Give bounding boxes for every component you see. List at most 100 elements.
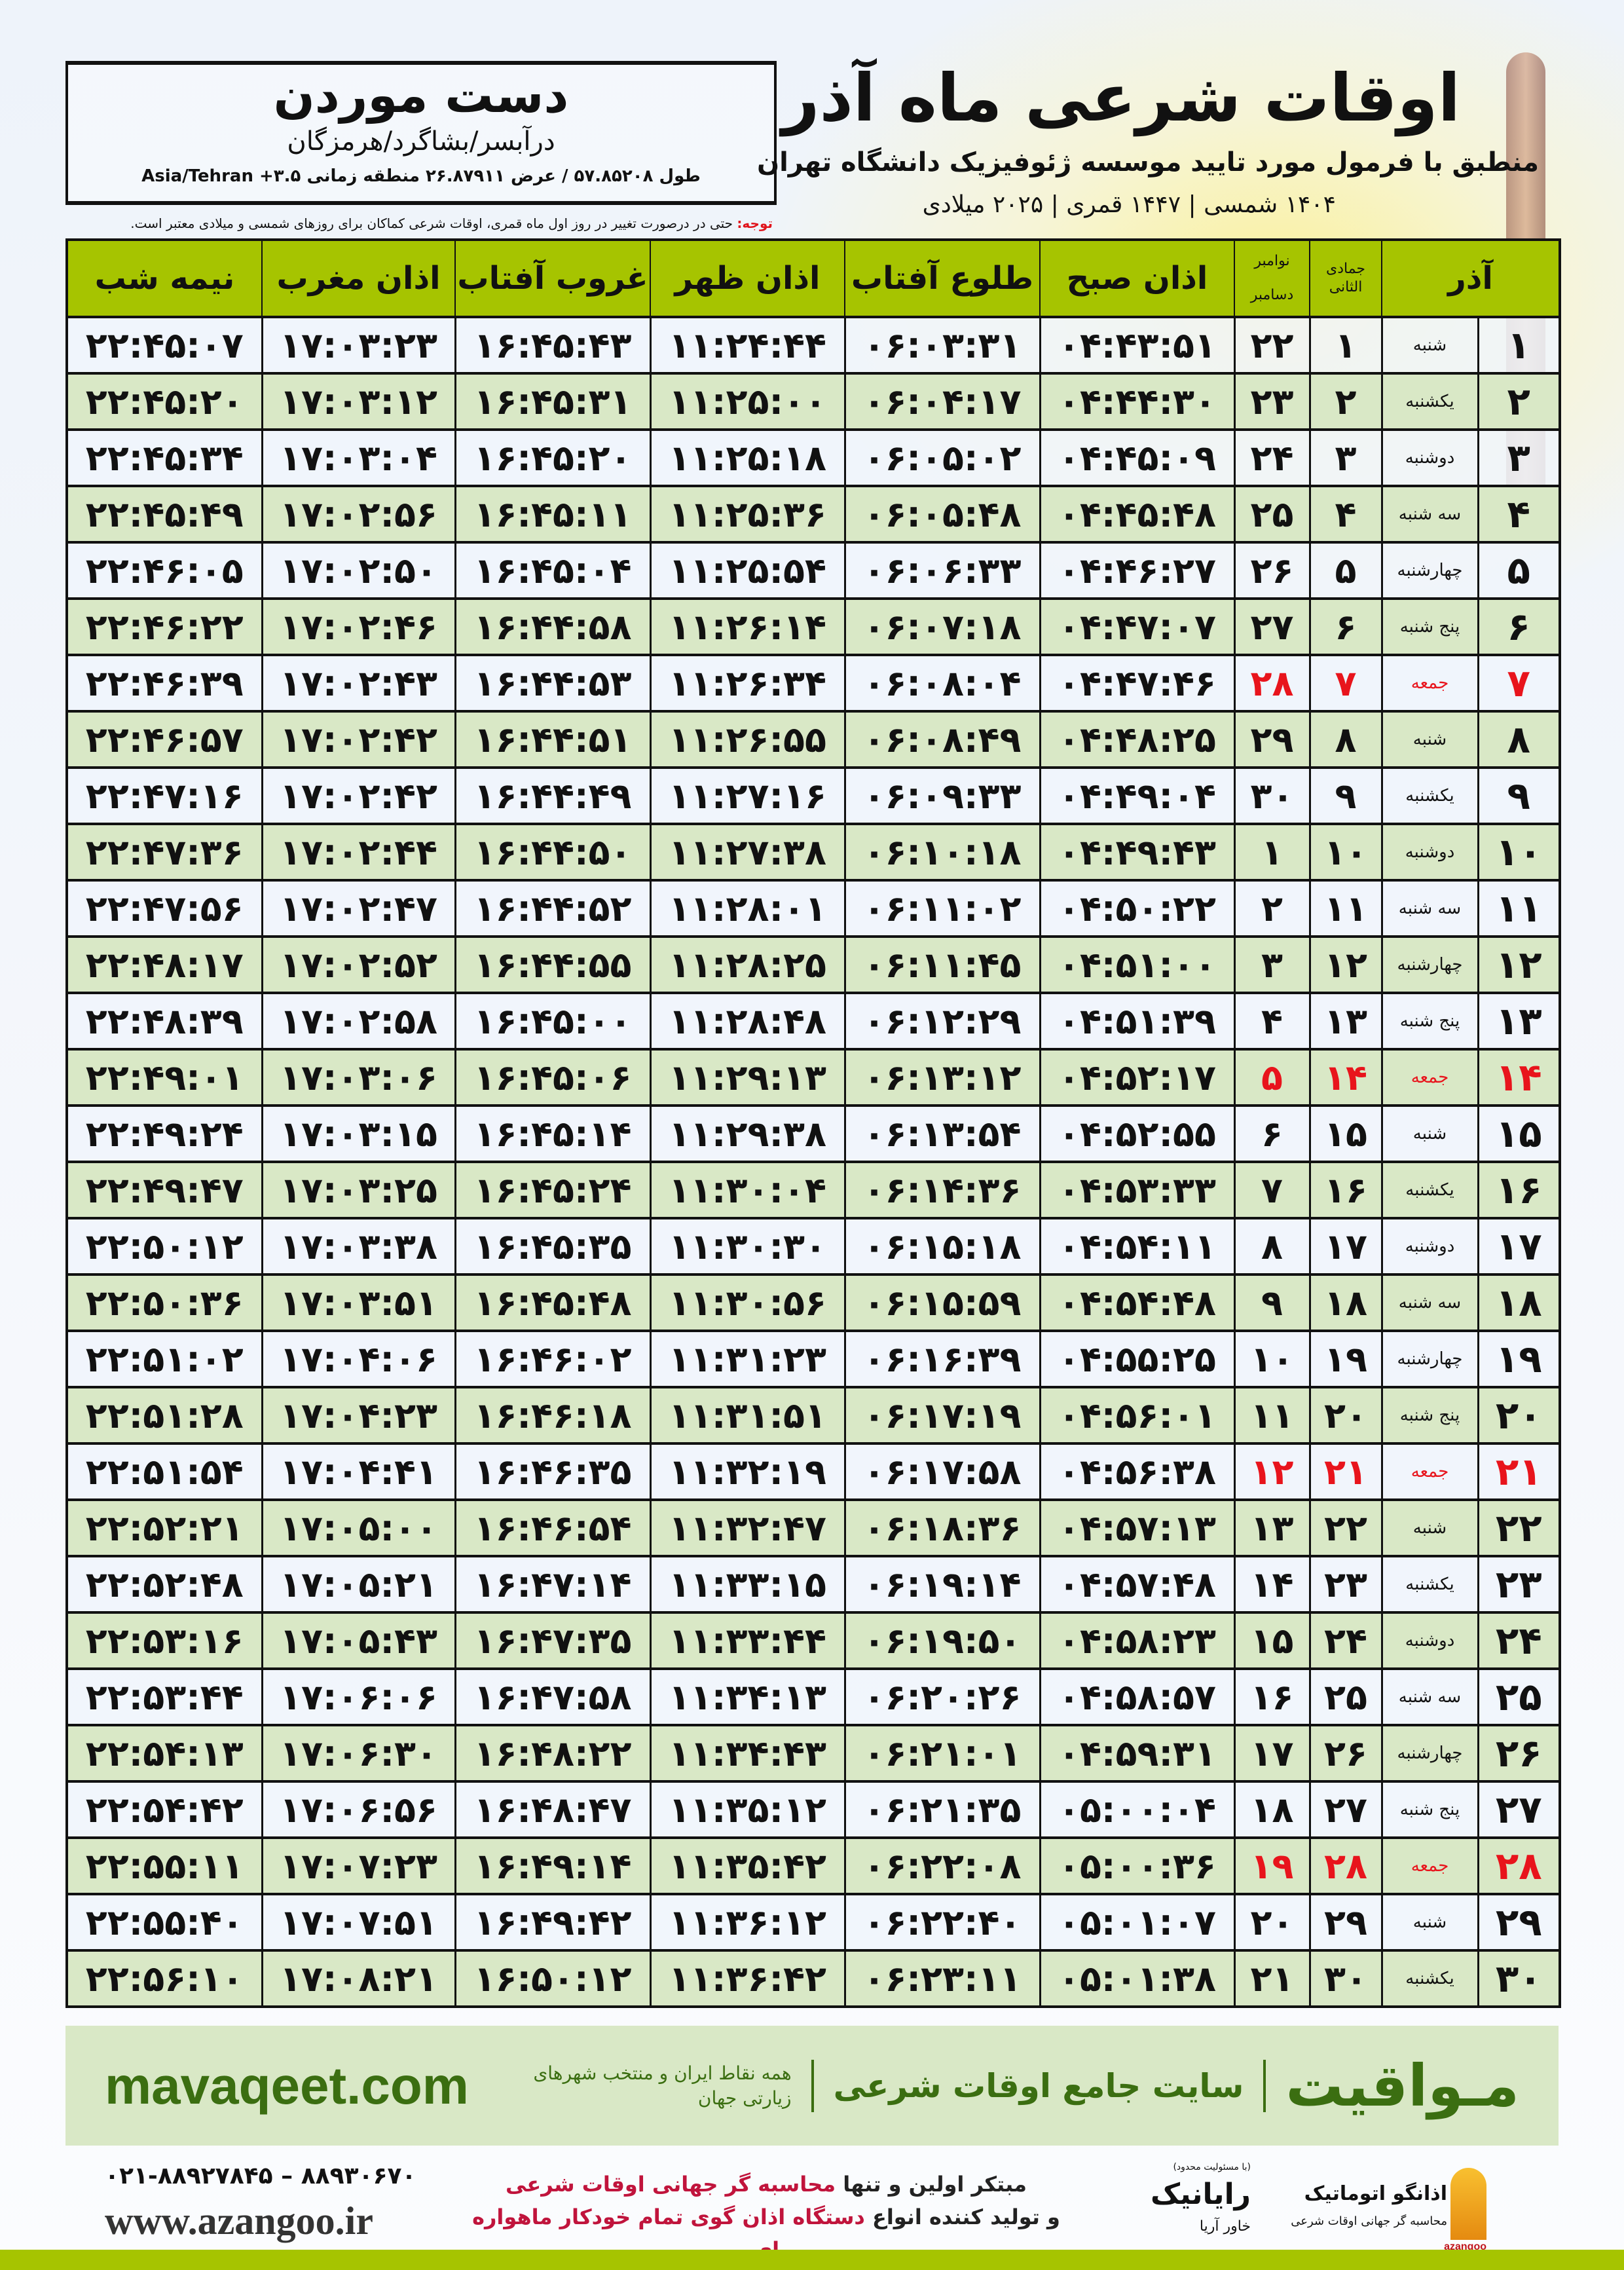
table-row: ۱۸ سه شنبه ۱۸ ۹ ۰۴:۵۴:۴۸ ۰۶:۱۵:۵۹ ۱۱:۳۰:۵۶ ۱۶:۴… xyxy=(65,1273,1561,1332)
sunrise-time: ۰۶:۲۱:۳۵ xyxy=(843,1780,1041,1839)
table-row: ۵ چهارشنبه ۵ ۲۶ ۰۴:۴۶:۲۷ ۰۶:۰۶:۳۳ ۱۱:۲۵:۵۴ ۱۶:۴… xyxy=(65,541,1561,600)
fajr-time: ۰۴:۴۶:۲۷ xyxy=(1039,541,1236,600)
maghrib-time: ۱۷:۰۶:۵۶ xyxy=(261,1780,456,1839)
promo-text: مبتکر اولین و تنها محاسبه گر جهانی اوقات… xyxy=(471,2168,1061,2266)
maghrib-time: ۱۷:۰۲:۴۷ xyxy=(261,879,456,938)
sunrise-time: ۰۶:۱۷:۵۸ xyxy=(843,1442,1041,1501)
midnight-time: ۲۲:۵۱:۰۲ xyxy=(65,1330,263,1388)
midnight-time: ۲۲:۵۴:۴۲ xyxy=(65,1780,263,1839)
sunset-time: ۱۶:۴۶:۳۵ xyxy=(454,1442,652,1501)
day-gregorian: ۱۳ xyxy=(1233,1498,1311,1557)
dhuhr-time: ۱۱:۳۲:۴۷ xyxy=(649,1498,846,1557)
weekday: پنج شنبه xyxy=(1380,992,1479,1051)
azangoo-website[interactable]: www.azangoo.ir xyxy=(105,2199,373,2242)
sunrise-time: ۰۶:۱۲:۲۹ xyxy=(843,992,1041,1051)
day-gregorian: ۲۱ xyxy=(1233,1949,1311,2008)
table-row: ۱۹ چهارشنبه ۱۹ ۱۰ ۰۴:۵۵:۲۵ ۰۶:۱۶:۳۹ ۱۱:۳۱:۲۳ ۱۶… xyxy=(65,1330,1561,1388)
fajr-time: ۰۴:۵۷:۴۸ xyxy=(1039,1555,1236,1614)
dhuhr-time: ۱۱:۳۵:۱۲ xyxy=(649,1780,846,1839)
header-hijri: جمادی الثانی xyxy=(1309,240,1382,317)
city-name: دست موردن xyxy=(273,67,569,124)
mavaqeet-tagline-sub: همه نقاط ایران و منتخب شهرهای زیارتی جها… xyxy=(533,2062,792,2109)
maghrib-time: ۱۷:۰۳:۰۴ xyxy=(261,428,456,487)
maghrib-time: ۱۷:۰۴:۰۶ xyxy=(261,1330,456,1388)
day-gregorian: ۲۶ xyxy=(1233,541,1311,600)
table-header: آذر جمادی الثانی نوامبر دسامبر اذان صبح … xyxy=(66,240,1560,317)
maghrib-time: ۱۷:۰۶:۰۶ xyxy=(261,1667,456,1726)
sunrise-time: ۰۶:۲۱:۰۱ xyxy=(843,1724,1041,1783)
day-hijri: ۲۷ xyxy=(1308,1780,1383,1839)
sunset-time: ۱۶:۴۹:۴۲ xyxy=(454,1893,652,1952)
day-hijri: ۱۰ xyxy=(1308,823,1383,882)
table-row: ۱۴ جمعه ۱۴ ۵ ۰۴:۵۲:۱۷ ۰۶:۱۳:۱۲ ۱۱:۲۹:۱۳ ۱۶:۴۵:۰… xyxy=(65,1048,1561,1107)
day-hijri: ۲ xyxy=(1308,372,1383,431)
rayanik-logo: (با مسئولیت محدود) رایانیک خاور آریا xyxy=(1120,2161,1251,2253)
dhuhr-time: ۱۱:۳۳:۴۴ xyxy=(649,1611,846,1670)
sunrise-time: ۰۶:۲۰:۲۶ xyxy=(843,1667,1041,1726)
day-gregorian: ۱۶ xyxy=(1233,1667,1311,1726)
sunset-time: ۱۶:۴۸:۴۷ xyxy=(454,1780,652,1839)
day-azar: ۱۹ xyxy=(1477,1330,1561,1388)
day-gregorian: ۱۰ xyxy=(1233,1330,1311,1388)
day-gregorian: ۲۴ xyxy=(1233,428,1311,487)
promo-line1-highlight: محاسبه گر جهانی اوقات شرعی xyxy=(506,2172,836,2197)
promo-line2: و تولید کننده انواع xyxy=(864,2205,1060,2229)
day-azar: ۲۰ xyxy=(1477,1386,1561,1445)
azangoo-latin: azangoo xyxy=(1444,2241,1486,2252)
table-row: ۲ یکشنبه ۲ ۲۳ ۰۴:۴۴:۳۰ ۰۶:۰۴:۱۷ ۱۱:۲۵:۰۰ ۱۶:۴۵:… xyxy=(65,372,1561,431)
header-sunrise: طلوع آفتاب xyxy=(844,240,1040,317)
sunset-time: ۱۶:۴۷:۳۵ xyxy=(454,1611,652,1670)
table-row: ۲۹ شنبه ۲۹ ۲۰ ۰۵:۰۱:۰۷ ۰۶:۲۲:۴۰ ۱۱:۳۶:۱۲ ۱۶:۴۹:… xyxy=(65,1893,1561,1952)
divider xyxy=(1263,2059,1266,2112)
weekday: دوشنبه xyxy=(1380,1217,1479,1276)
rayanik-sub: خاور آریا xyxy=(1199,2218,1251,2235)
day-hijri: ۸ xyxy=(1308,710,1383,769)
fajr-time: ۰۴:۵۵:۲۵ xyxy=(1039,1330,1236,1388)
maghrib-time: ۱۷:۰۳:۱۲ xyxy=(261,372,456,431)
maghrib-time: ۱۷:۰۴:۴۱ xyxy=(261,1442,456,1501)
fajr-time: ۰۴:۴۸:۲۵ xyxy=(1039,710,1236,769)
day-azar: ۱۴ xyxy=(1477,1048,1561,1107)
table-row: ۲۳ یکشنبه ۲۳ ۱۴ ۰۴:۵۷:۴۸ ۰۶:۱۹:۱۴ ۱۱:۳۳:۱۵ ۱۶:۴… xyxy=(65,1555,1561,1614)
notice-text: حتی در درصورت تغییر در روز اول ماه قمری،… xyxy=(130,215,737,231)
weekday: چهارشنبه xyxy=(1380,1724,1479,1783)
weekday: یکشنبه xyxy=(1380,1161,1479,1219)
day-gregorian: ۳۰ xyxy=(1233,766,1311,825)
day-gregorian: ۳ xyxy=(1233,935,1311,994)
day-hijri: ۳ xyxy=(1308,428,1383,487)
day-hijri: ۲۶ xyxy=(1308,1724,1383,1783)
sunset-time: ۱۶:۴۴:۵۲ xyxy=(454,879,652,938)
sunset-time: ۱۶:۴۷:۵۸ xyxy=(454,1667,652,1726)
weekday: سه شنبه xyxy=(1380,1273,1479,1332)
day-azar: ۲۴ xyxy=(1477,1611,1561,1670)
dhuhr-time: ۱۱:۳۴:۱۳ xyxy=(649,1667,846,1726)
weekday: شنبه xyxy=(1380,1498,1479,1557)
table-row: ۱۱ سه شنبه ۱۱ ۲ ۰۴:۵۰:۲۲ ۰۶:۱۱:۰۲ ۱۱:۲۸:۰۱ ۱۶:۴… xyxy=(65,879,1561,938)
notice-label: توجه: xyxy=(737,215,773,231)
sunrise-time: ۰۶:۰۵:۴۸ xyxy=(843,485,1041,544)
day-hijri: ۱۴ xyxy=(1308,1048,1383,1107)
sunset-time: ۱۶:۵۰:۱۲ xyxy=(454,1949,652,2008)
dhuhr-time: ۱۱:۲۸:۰۱ xyxy=(649,879,846,938)
fajr-time: ۰۴:۵۱:۰۰ xyxy=(1039,935,1236,994)
sunrise-time: ۰۶:۱۹:۱۴ xyxy=(843,1555,1041,1614)
weekday: چهارشنبه xyxy=(1380,935,1479,994)
day-azar: ۵ xyxy=(1477,541,1561,600)
midnight-time: ۲۲:۴۸:۱۷ xyxy=(65,935,263,994)
table-row: ۴ سه شنبه ۴ ۲۵ ۰۴:۴۵:۴۸ ۰۶:۰۵:۴۸ ۱۱:۲۵:۳۶ ۱۶:۴۵… xyxy=(65,485,1561,544)
dhuhr-time: ۱۱:۲۵:۳۶ xyxy=(649,485,846,544)
header-midnight: نیمه شب xyxy=(66,240,262,317)
sunset-time: ۱۶:۴۹:۱۴ xyxy=(454,1836,652,1895)
maghrib-time: ۱۷:۰۳:۵۱ xyxy=(261,1273,456,1332)
maghrib-time: ۱۷:۰۲:۴۳ xyxy=(261,654,456,713)
sunset-time: ۱۶:۴۶:۰۲ xyxy=(454,1330,652,1388)
sunset-time: ۱۶:۴۴:۵۸ xyxy=(454,597,652,656)
day-gregorian: ۲۳ xyxy=(1233,372,1311,431)
fajr-time: ۰۵:۰۱:۳۸ xyxy=(1039,1949,1236,2008)
day-azar: ۱ xyxy=(1477,316,1561,375)
sunrise-time: ۰۶:۰۵:۰۲ xyxy=(843,428,1041,487)
table-row: ۲۵ سه شنبه ۲۵ ۱۶ ۰۴:۵۸:۵۷ ۰۶:۲۰:۲۶ ۱۱:۳۴:۱۳ ۱۶:… xyxy=(65,1667,1561,1726)
sunrise-time: ۰۶:۰۸:۴۹ xyxy=(843,710,1041,769)
sunrise-time: ۰۶:۰۹:۳۳ xyxy=(843,766,1041,825)
mavaqeet-url[interactable]: mavaqeet.com xyxy=(105,2056,469,2115)
